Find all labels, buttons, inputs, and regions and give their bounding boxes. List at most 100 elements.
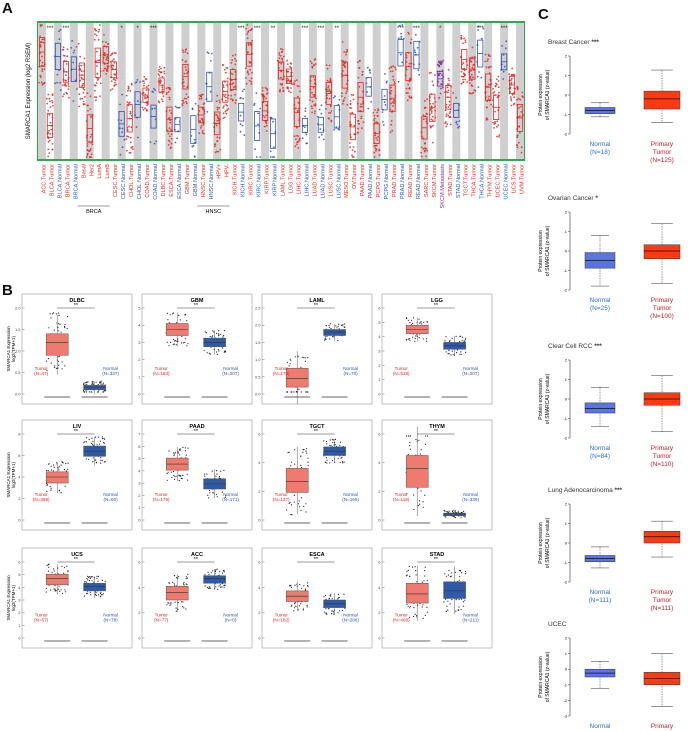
data-point: [447, 77, 450, 80]
y-tick-label: 6: [378, 306, 381, 311]
jitter-point: [425, 435, 427, 437]
data-point: [322, 138, 325, 141]
jitter-point: [174, 452, 176, 454]
jitter-point: [216, 568, 218, 570]
jitter-point: [422, 501, 424, 503]
data-point: [54, 82, 56, 85]
data-point: [255, 156, 258, 158]
y-tick-label: 0.0: [255, 392, 261, 397]
group-label: Tumor (N=173): [273, 366, 290, 376]
y-tick-label: 2: [138, 493, 141, 498]
data-point: [40, 41, 43, 43]
data-point: [400, 37, 403, 40]
data-point: [51, 100, 53, 102]
column-band: [101, 23, 110, 159]
data-point: [422, 148, 425, 150]
data-point: [96, 72, 99, 75]
data-point: [106, 55, 109, 58]
column-label: ESCA.Normal: [177, 164, 183, 199]
y-tick-label: 5: [18, 572, 21, 577]
data-point: [227, 107, 230, 110]
hnsc-group-label: HNSC: [205, 209, 221, 214]
jitter-point: [45, 587, 48, 589]
jitter-point: [460, 608, 462, 611]
data-point: [409, 96, 411, 99]
jitter-point: [181, 601, 183, 603]
jitter-point: [178, 474, 180, 476]
data-point: [469, 57, 471, 59]
sig-mark: **: [74, 303, 79, 309]
data-point: [65, 85, 68, 87]
data-point: [383, 101, 386, 104]
data-point: [72, 61, 75, 64]
column-label: UCEC.Tumor: [496, 164, 502, 197]
y-tick-label: 4: [258, 585, 261, 590]
data-point: [431, 115, 434, 118]
column-label: PAAD.Normal: [368, 164, 374, 198]
data-point: [105, 58, 107, 61]
jitter-point: [93, 444, 95, 446]
jitter-point: [210, 346, 212, 348]
jitter-point: [301, 497, 303, 499]
data-point: [168, 96, 171, 99]
jitter-point: [424, 614, 426, 616]
data-point: [304, 107, 307, 110]
jitter-point: [421, 581, 423, 583]
jitter-point: [181, 478, 183, 480]
jitter-point: [57, 367, 59, 369]
jitter-point: [448, 570, 450, 572]
jitter-point: [58, 465, 60, 467]
panel-label-c: C: [538, 6, 549, 23]
y-tick-label: 6: [18, 453, 21, 458]
data-point: [251, 39, 254, 42]
jitter-point: [459, 340, 461, 343]
jitter-point: [409, 616, 411, 618]
data-point: [176, 106, 179, 109]
plot-title: GBM: [191, 298, 204, 304]
data-point: [351, 156, 354, 158]
jitter-point: [289, 585, 291, 587]
data-point: [501, 45, 503, 47]
jitter-point: [445, 336, 447, 338]
data-point: [163, 70, 166, 73]
jitter-point: [415, 335, 417, 337]
data-point: [518, 107, 520, 109]
jitter-point: [57, 330, 60, 332]
jitter-point: [100, 457, 102, 459]
jitter-point: [220, 586, 222, 588]
data-point: [366, 66, 369, 69]
data-point: [282, 87, 284, 89]
group-label: Normal (N=78): [103, 613, 118, 623]
jitter-point: [324, 611, 326, 613]
data-point: [97, 77, 100, 80]
jitter-point: [179, 475, 181, 477]
data-point: [502, 70, 505, 73]
data-point: [223, 68, 226, 71]
data-point: [353, 124, 356, 127]
data-point: [254, 148, 256, 151]
data-point: [305, 133, 308, 136]
jitter-point: [464, 599, 466, 601]
jitter-point: [444, 340, 446, 342]
data-point: [314, 63, 317, 65]
group-label: Tumor (N=369): [33, 492, 50, 502]
data-point: [493, 91, 496, 93]
data-point: [273, 146, 275, 149]
data-point: [430, 71, 432, 74]
plot-ylabel: SMARCA1 Expression: [6, 575, 11, 621]
jitter-point: [92, 380, 94, 383]
data-point: [249, 29, 252, 32]
data-point: [261, 89, 264, 92]
data-point: [192, 144, 195, 147]
jitter-point: [99, 381, 101, 383]
data-point: [492, 92, 495, 94]
jitter-point: [301, 466, 303, 469]
jitter-point: [300, 391, 302, 393]
jitter-point: [424, 494, 426, 496]
data-point: [99, 24, 101, 26]
jitter-point: [168, 322, 170, 324]
column-label: CHOL.Tumor: [129, 164, 135, 197]
data-point: [169, 119, 172, 122]
data-point: [250, 83, 253, 85]
data-point: [290, 87, 292, 89]
